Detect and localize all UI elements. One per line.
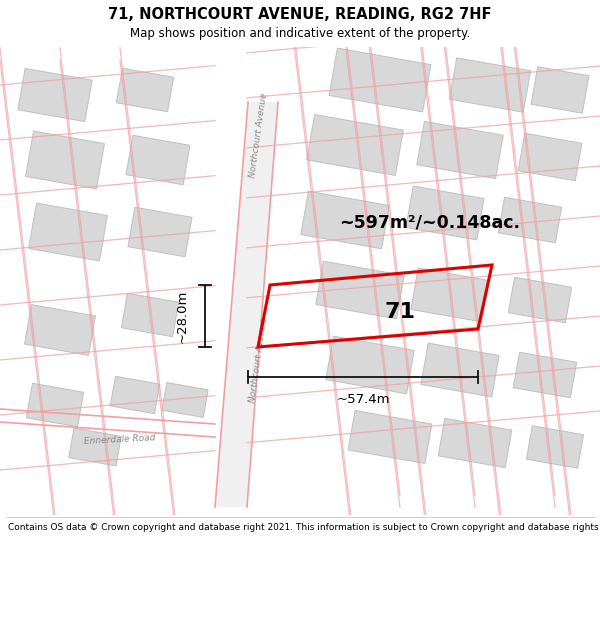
Polygon shape (526, 426, 584, 468)
Text: ~28.0m: ~28.0m (176, 289, 189, 342)
Polygon shape (18, 68, 92, 122)
Text: Ennerdale Road: Ennerdale Road (84, 434, 156, 446)
Polygon shape (121, 293, 179, 337)
Text: Northcourt Avenue: Northcourt Avenue (248, 92, 268, 178)
Text: ~57.4m: ~57.4m (336, 393, 390, 406)
Polygon shape (348, 411, 432, 464)
Text: 71: 71 (384, 301, 415, 321)
Polygon shape (25, 304, 95, 356)
Polygon shape (438, 418, 512, 468)
Polygon shape (329, 48, 431, 112)
Polygon shape (29, 203, 107, 261)
Polygon shape (307, 114, 403, 176)
Text: Contains OS data © Crown copyright and database right 2021. This information is : Contains OS data © Crown copyright and d… (8, 522, 600, 532)
Polygon shape (162, 382, 208, 418)
Polygon shape (110, 376, 160, 414)
Polygon shape (514, 352, 577, 398)
Polygon shape (301, 191, 389, 249)
Polygon shape (421, 343, 499, 397)
Polygon shape (499, 198, 562, 242)
Text: Map shows position and indicative extent of the property.: Map shows position and indicative extent… (130, 27, 470, 40)
Polygon shape (508, 278, 572, 322)
Polygon shape (417, 121, 503, 179)
Polygon shape (128, 208, 192, 257)
Polygon shape (316, 261, 404, 319)
Polygon shape (26, 131, 104, 189)
Text: 71, NORTHCOURT AVENUE, READING, RG2 7HF: 71, NORTHCOURT AVENUE, READING, RG2 7HF (108, 7, 492, 22)
Text: ~597m²/~0.148ac.: ~597m²/~0.148ac. (339, 213, 520, 231)
Polygon shape (126, 135, 190, 185)
Polygon shape (531, 67, 589, 113)
Polygon shape (215, 102, 278, 507)
Polygon shape (449, 58, 530, 112)
Polygon shape (518, 133, 582, 181)
Polygon shape (326, 336, 414, 394)
Polygon shape (69, 428, 121, 466)
Polygon shape (116, 68, 173, 112)
Polygon shape (406, 186, 484, 240)
Polygon shape (26, 383, 83, 427)
Polygon shape (411, 268, 489, 322)
Text: Northcourt Avenue: Northcourt Avenue (248, 317, 268, 403)
